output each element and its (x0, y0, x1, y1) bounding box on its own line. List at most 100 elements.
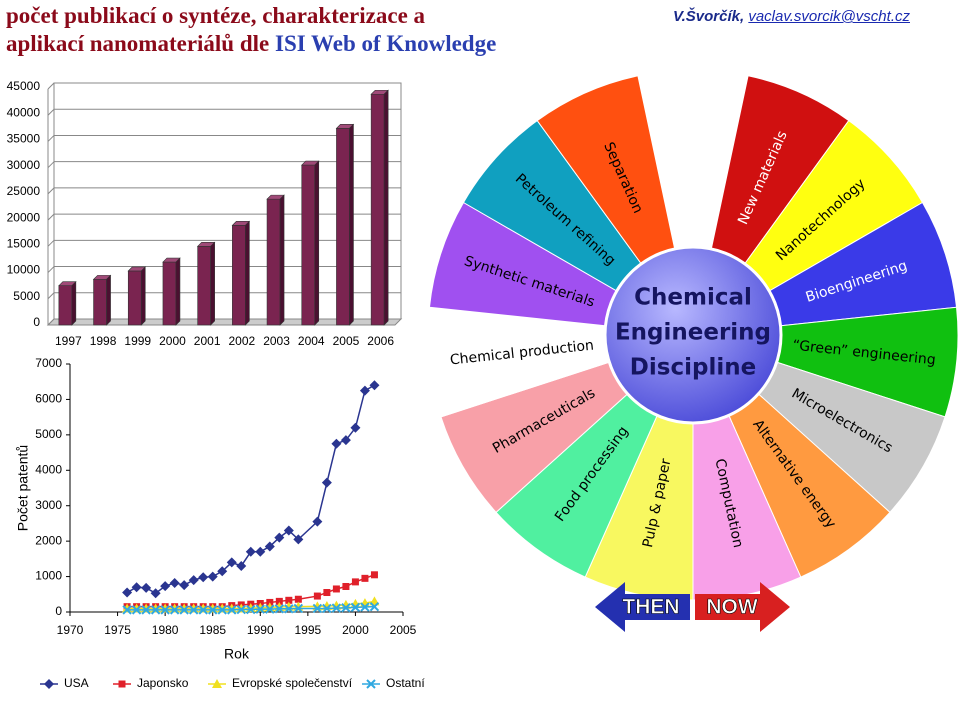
wheel-center-text: Engineering (615, 320, 771, 346)
point (370, 571, 378, 579)
series-line (127, 605, 375, 611)
y-tick-label: 30000 (7, 158, 41, 172)
x-tick-label: 1999 (124, 334, 151, 348)
y-tick-label: 20000 (7, 210, 41, 224)
x-tick-label: 1985 (199, 623, 226, 637)
point (141, 605, 151, 615)
legend-label: Japonsko (137, 676, 189, 690)
grid-line (47, 266, 55, 273)
title: počet publikací o syntéze, charakterizac… (6, 2, 496, 58)
y-tick-label: 5000 (35, 427, 62, 441)
y-tick-label: 0 (33, 315, 40, 329)
point (341, 603, 351, 613)
bar-side (349, 123, 354, 326)
bar-side (140, 266, 146, 326)
bar-side (383, 89, 389, 326)
y-tick-label: 15000 (7, 237, 41, 251)
point (332, 585, 340, 593)
legend-marker (118, 680, 126, 688)
point (331, 603, 342, 613)
grid-line (47, 318, 55, 326)
bar (162, 261, 177, 326)
point (313, 592, 321, 600)
point (246, 604, 256, 615)
point (226, 557, 237, 568)
point (294, 595, 302, 603)
grid-line (47, 161, 55, 169)
bar (232, 225, 246, 326)
point (369, 601, 380, 612)
then-arrow (595, 582, 690, 632)
y-tick-label: 35000 (7, 132, 41, 146)
x-tick-label: 1997 (55, 334, 82, 348)
point (245, 546, 256, 557)
y-tick-label: 3000 (35, 498, 62, 512)
point (340, 435, 351, 446)
point (160, 605, 170, 615)
y-tick-label: 5000 (13, 289, 40, 303)
grid-line (47, 108, 55, 116)
bar-side (314, 160, 320, 326)
point (255, 546, 266, 557)
point (179, 580, 190, 591)
point (217, 605, 227, 615)
x-tick-label: 2000 (342, 623, 369, 637)
grid-line (47, 135, 55, 142)
point (351, 578, 359, 586)
legend-label: USA (64, 676, 89, 690)
point (283, 525, 294, 536)
bar (370, 93, 385, 326)
then-label: THEN (622, 596, 679, 619)
point (141, 582, 152, 593)
point (350, 422, 361, 433)
legend-label: Ostatní (386, 676, 425, 690)
bar (336, 128, 350, 326)
wheel-center-text: Chemical (634, 285, 752, 311)
now-arrow (695, 582, 790, 632)
y-tick-label: 2000 (35, 533, 62, 547)
point (312, 516, 323, 527)
title-line: aplikací nanomateriálů dle (6, 31, 270, 56)
point (360, 602, 370, 612)
point (179, 605, 189, 615)
x-tick-label: 2003 (263, 334, 290, 348)
legend-marker (44, 679, 54, 689)
y-tick-label: 6000 (35, 392, 62, 406)
point (150, 588, 161, 599)
wheel-center-text: Discipline (630, 355, 756, 381)
point (331, 438, 342, 449)
legend-marker (366, 679, 376, 689)
point (285, 596, 293, 604)
grid-line (47, 292, 55, 300)
wheel-segment (637, 69, 749, 336)
y-tick-label: 45000 (7, 79, 41, 93)
point (359, 385, 370, 396)
now-label: NOW (706, 596, 758, 619)
bar (58, 285, 73, 326)
point (122, 605, 132, 615)
legend-marker (212, 679, 222, 688)
wheel-center (603, 245, 783, 425)
point (169, 577, 180, 588)
y-tick-label: 40000 (7, 105, 41, 119)
email-link[interactable]: vaclav.svorcik@vscht.cz (748, 8, 910, 25)
title-highlight: ISI Web of Knowledge (275, 31, 497, 56)
bar (93, 279, 107, 326)
point (322, 603, 332, 614)
point (264, 541, 275, 552)
point (188, 605, 199, 615)
point (274, 604, 285, 614)
grid-line (47, 187, 55, 195)
y-tick-label: 25000 (7, 184, 41, 198)
x-tick-label: 1970 (57, 623, 84, 637)
bar-side (71, 280, 77, 326)
bar (266, 198, 281, 326)
grid-line (47, 213, 55, 221)
x-tick-label: 1980 (152, 623, 179, 637)
point (321, 477, 332, 488)
x-tick-label: 1995 (295, 623, 322, 637)
y-axis-title: Počet patentů (15, 445, 31, 531)
point (350, 602, 361, 613)
